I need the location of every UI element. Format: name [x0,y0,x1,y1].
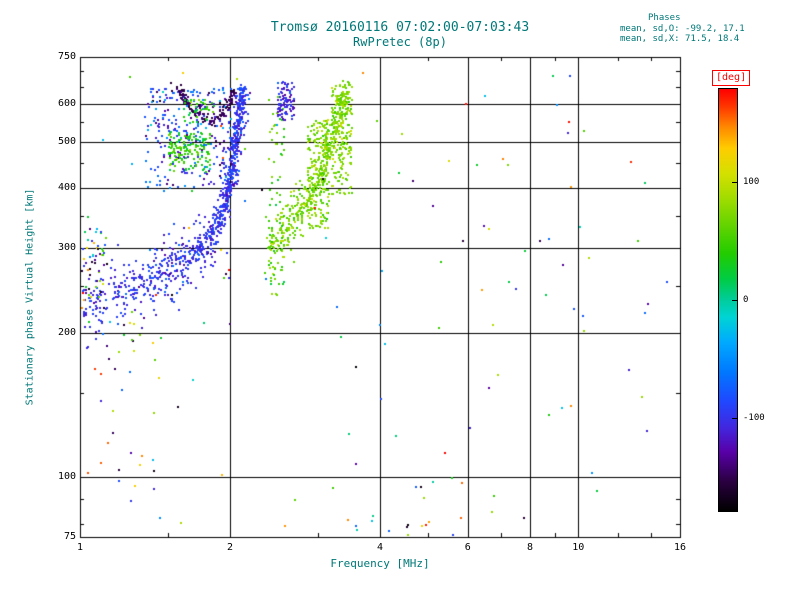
plot-title: Tromsø 20160116 07:02:00-07:03:43 [270,20,530,35]
x-tick-label: 16 [673,542,687,553]
x-tick-label: 6 [464,542,471,553]
y-tick-label: 400 [57,182,76,194]
colorbar-tick-label: 0 [743,295,749,305]
phases-o-stats: mean, sd,O: -99.2, 17.1 [620,24,745,34]
colorbar-unit-label: [deg] [712,70,751,86]
plot-subtitle: RwPretec (8p) [353,35,447,49]
y-axis-label: Stationary phase Virtual Height [km] [24,188,36,406]
x-axis-label: Frequency [MHz] [330,557,430,570]
y-tick-label: 75 [63,531,76,542]
phases-x-stats: mean, sd,X: 71.5, 18.4 [620,34,740,44]
x-tick-label: 10 [572,542,585,553]
colorbar [718,88,738,512]
x-tick-label: 2 [226,542,234,553]
colorbar-tick-label: -100 [743,412,765,423]
colorbar-tickmark [732,418,737,419]
y-tick-label: 100 [57,471,76,483]
x-tick-label: 8 [526,542,534,553]
x-tick-label: 1 [76,542,84,553]
x-tick-label: 4 [376,542,384,553]
colorbar-tickmark [732,300,737,301]
y-tick-label: 750 [57,51,76,62]
y-tick-label: 600 [57,97,76,109]
colorbar-tick-label: 100 [743,177,760,188]
colorbar-tickmark [732,182,737,183]
y-tick-label: 500 [57,135,76,147]
y-tick-label: 300 [57,242,76,253]
y-tick-label: 200 [57,326,76,338]
phases-header: Phases [648,13,681,23]
